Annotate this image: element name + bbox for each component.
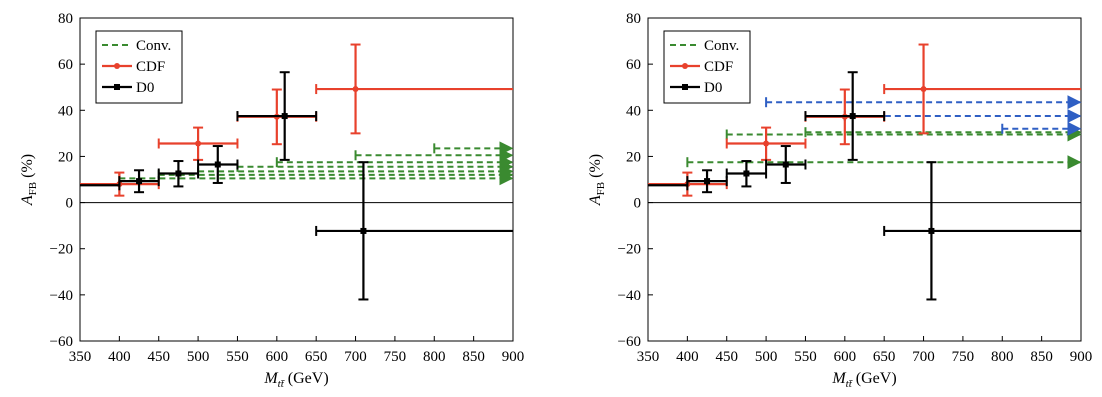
y-tick-label: −60 [50, 334, 73, 350]
y-tick-label: 20 [58, 149, 73, 165]
legend-marker-d0 [682, 84, 688, 90]
x-tick-label: 850 [462, 349, 485, 365]
x-axis-label-main: M [263, 370, 279, 387]
cdf-point [763, 140, 770, 147]
y-tick-label: 20 [626, 149, 641, 165]
x-tick-label: 500 [187, 349, 210, 365]
y-axis-label: AFB (%) [587, 154, 607, 206]
chart-panel-left: 350 400 450 500 550 600 650 700 750 800 850 900−60−… [19, 11, 524, 390]
x-tick-label: 400 [676, 349, 699, 365]
x-axis-label-main: M [831, 370, 847, 387]
x-axis-label-unit: (GeV) [284, 370, 329, 387]
legend: Conv. CDF D0 [663, 30, 751, 104]
legend-label-conv: Conv. [704, 38, 739, 54]
y-axis-label-unit: (%) [587, 154, 604, 182]
y-tick-label: 80 [58, 11, 73, 27]
legend-label-d0: D0 [704, 80, 722, 96]
cdf-point [195, 140, 202, 147]
chart-panel-right: 350 400 450 500 550 600 650 700 750 800 850 900−60−… [587, 11, 1092, 390]
d0-point [175, 170, 182, 177]
d0-point [704, 178, 711, 185]
x-tick-label: 750 [952, 349, 975, 365]
d0-point [849, 113, 856, 120]
x-axis-label-sub: tt̄ [278, 378, 285, 390]
x-tick-label: 700 [344, 349, 367, 365]
d0-point [360, 227, 367, 234]
y-axis-label-main: A [587, 195, 604, 206]
d0-point [928, 227, 935, 234]
y-tick-label: −40 [618, 288, 641, 304]
legend-label-cdf: CDF [704, 59, 733, 75]
x-axis-label: Mtt̄ (GeV) [831, 370, 896, 390]
x-tick-label: 550 [794, 349, 817, 365]
y-axis-label-sub: FB [595, 182, 607, 195]
x-tick-label: 650 [873, 349, 896, 365]
y-tick-label: 60 [58, 57, 73, 73]
cdf-point [920, 86, 927, 93]
x-tick-label: 550 [226, 349, 249, 365]
d0-point [782, 161, 789, 168]
plot-frame [647, 17, 1082, 342]
x-axis-label: Mtt̄ (GeV) [263, 370, 328, 390]
y-axis-label-unit: (%) [19, 154, 36, 182]
x-tick-label: 700 [912, 349, 935, 365]
d0-point [136, 178, 143, 185]
y-axis-label-main: A [19, 195, 36, 206]
x-tick-label: 350 [69, 349, 92, 365]
cdf-point [352, 86, 359, 93]
x-tick-label: 850 [1030, 349, 1053, 365]
y-tick-label: 60 [626, 57, 641, 73]
d0-point [214, 161, 221, 168]
x-tick-label: 600 [266, 349, 289, 365]
d0-point [281, 113, 288, 120]
legend-marker-cdf [682, 63, 688, 69]
y-tick-label: −20 [50, 242, 73, 258]
y-tick-label: −20 [618, 242, 641, 258]
legend: Conv. CDF D0 [95, 30, 183, 104]
x-tick-label: 350 [637, 349, 660, 365]
x-tick-label: 600 [834, 349, 857, 365]
x-tick-label: 750 [384, 349, 407, 365]
y-tick-label: 40 [626, 103, 641, 119]
x-axis-label-sub: tt̄ [846, 378, 853, 390]
y-axis-label: AFB (%) [19, 154, 39, 206]
x-tick-label: 500 [755, 349, 778, 365]
x-tick-label: 800 [423, 349, 446, 365]
x-tick-label: 450 [715, 349, 738, 365]
x-tick-label: 450 [147, 349, 170, 365]
legend-label-cdf: CDF [136, 59, 165, 75]
y-axis-label-sub: FB [27, 182, 39, 195]
y-tick-label: 0 [66, 196, 74, 212]
legend-marker-d0 [114, 84, 120, 90]
legend-marker-cdf [114, 63, 120, 69]
x-tick-label: 800 [991, 349, 1014, 365]
y-tick-label: 80 [626, 11, 641, 27]
x-tick-label: 900 [1070, 349, 1093, 365]
x-tick-label: 900 [502, 349, 525, 365]
x-tick-label: 400 [108, 349, 131, 365]
y-tick-label: 0 [634, 196, 642, 212]
y-tick-label: −40 [50, 288, 73, 304]
y-tick-label: −60 [618, 334, 641, 350]
legend-label-d0: D0 [136, 80, 154, 96]
d0-point [743, 170, 750, 177]
x-tick-label: 650 [305, 349, 328, 365]
legend-label-conv: Conv. [136, 38, 171, 54]
y-tick-label: 40 [58, 103, 73, 119]
x-axis-label-unit: (GeV) [852, 370, 897, 387]
